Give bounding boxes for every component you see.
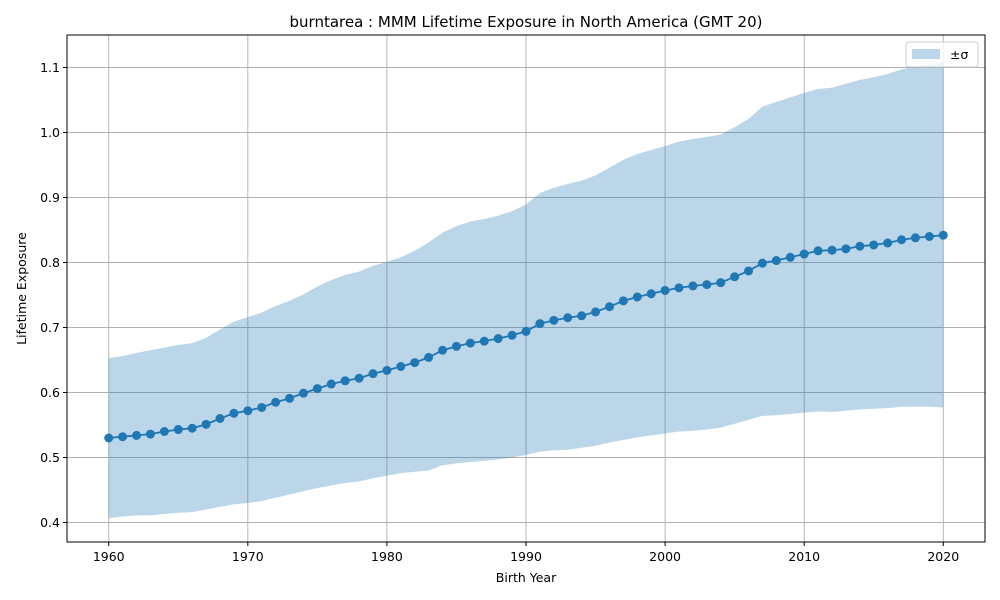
data-point-1999 xyxy=(646,289,656,299)
data-point-1998 xyxy=(632,292,642,302)
data-point-1996 xyxy=(604,302,614,312)
y-tick-label-0: 0.4 xyxy=(40,515,60,530)
y-tick-label-4: 0.8 xyxy=(40,255,60,270)
data-point-1981 xyxy=(396,362,406,371)
data-point-1973 xyxy=(285,393,295,403)
data-point-2013 xyxy=(841,244,851,254)
data-point-1994 xyxy=(577,311,587,321)
data-point-1961 xyxy=(118,432,128,442)
data-point-1990 xyxy=(521,326,531,336)
data-point-1980 xyxy=(382,365,392,375)
data-point-1992 xyxy=(549,315,559,325)
y-tick-label-6: 1.0 xyxy=(40,125,60,140)
y-axis-label: Lifetime Exposure xyxy=(14,232,29,345)
data-point-1974 xyxy=(298,388,308,398)
x-tick-label-1960: 1960 xyxy=(93,549,125,564)
data-point-1987 xyxy=(479,336,489,346)
x-tick-label-2010: 2010 xyxy=(788,549,820,564)
y-tick-label-3: 0.7 xyxy=(40,320,60,335)
x-tick-label-1980: 1980 xyxy=(371,549,403,564)
legend: ±σ xyxy=(905,41,979,68)
data-point-2008 xyxy=(771,256,781,266)
data-point-1989 xyxy=(507,330,517,340)
data-point-1976 xyxy=(326,379,336,389)
data-point-2011 xyxy=(813,246,823,256)
x-tick-label-1970: 1970 xyxy=(232,549,264,564)
data-point-1964 xyxy=(159,427,169,436)
x-tick-label-2000: 2000 xyxy=(649,549,681,564)
data-point-2018 xyxy=(910,233,920,243)
data-point-2010 xyxy=(799,249,809,259)
data-point-1997 xyxy=(618,296,628,306)
data-point-2007 xyxy=(757,258,767,268)
data-point-1977 xyxy=(340,376,350,386)
y-tick-label-2: 0.6 xyxy=(40,385,60,400)
chart-title: burntarea : MMM Lifetime Exposure in Nor… xyxy=(290,13,763,31)
legend-label-sigma: ±σ xyxy=(950,47,968,62)
data-point-2006 xyxy=(744,266,754,276)
data-point-2009 xyxy=(785,252,795,262)
sigma-band-area xyxy=(108,62,944,518)
data-point-2004 xyxy=(716,278,726,288)
data-point-2012 xyxy=(827,245,837,255)
data-point-2003 xyxy=(702,280,712,290)
data-point-2016 xyxy=(883,238,893,248)
y-tick-label-5: 0.9 xyxy=(40,190,60,205)
data-point-2002 xyxy=(688,281,698,291)
y-tick-label-7: 1.1 xyxy=(40,60,60,75)
data-point-1970 xyxy=(243,406,253,416)
data-point-1979 xyxy=(368,369,378,379)
y-tick-label-1: 0.5 xyxy=(40,450,60,465)
data-point-2014 xyxy=(855,241,865,251)
data-point-1971 xyxy=(257,402,267,412)
data-point-1967 xyxy=(201,419,211,429)
legend-box xyxy=(905,41,979,68)
data-point-1995 xyxy=(591,307,601,317)
data-point-2019 xyxy=(924,232,934,241)
data-point-1985 xyxy=(451,341,461,351)
y-axis-ticks: 0.4 0.5 0.6 0.7 0.8 0.9 1.0 1.1 xyxy=(40,60,67,530)
data-point-1968 xyxy=(215,414,225,423)
data-point-1972 xyxy=(271,397,281,407)
data-point-1963 xyxy=(145,429,155,439)
data-points xyxy=(104,230,948,443)
data-point-1962 xyxy=(132,430,142,440)
sigma-band xyxy=(108,62,944,518)
data-point-1966 xyxy=(187,423,197,433)
data-point-1993 xyxy=(563,313,573,323)
legend-swatch-sigma xyxy=(912,49,940,59)
data-point-1965 xyxy=(173,425,183,435)
data-point-2000 xyxy=(660,285,670,295)
data-point-1986 xyxy=(465,338,475,348)
data-point-1988 xyxy=(493,334,503,344)
data-point-2017 xyxy=(897,235,907,245)
data-point-1969 xyxy=(229,408,239,418)
data-point-1991 xyxy=(535,319,545,329)
data-point-1984 xyxy=(438,345,448,355)
data-point-1983 xyxy=(424,352,434,362)
data-point-1960 xyxy=(104,433,114,443)
data-point-2005 xyxy=(730,272,740,282)
x-tick-label-1990: 1990 xyxy=(510,549,542,564)
data-point-2001 xyxy=(674,283,684,293)
data-point-2015 xyxy=(869,240,879,250)
data-point-1978 xyxy=(354,373,364,383)
data-point-1975 xyxy=(312,384,322,394)
x-tick-label-2020: 2020 xyxy=(927,549,959,564)
data-point-2020 xyxy=(938,230,948,240)
x-axis-ticks: 1960 1970 1980 1990 2000 2010 2020 xyxy=(93,542,959,564)
x-axis-label: Birth Year xyxy=(496,570,557,585)
data-point-1982 xyxy=(410,358,420,368)
